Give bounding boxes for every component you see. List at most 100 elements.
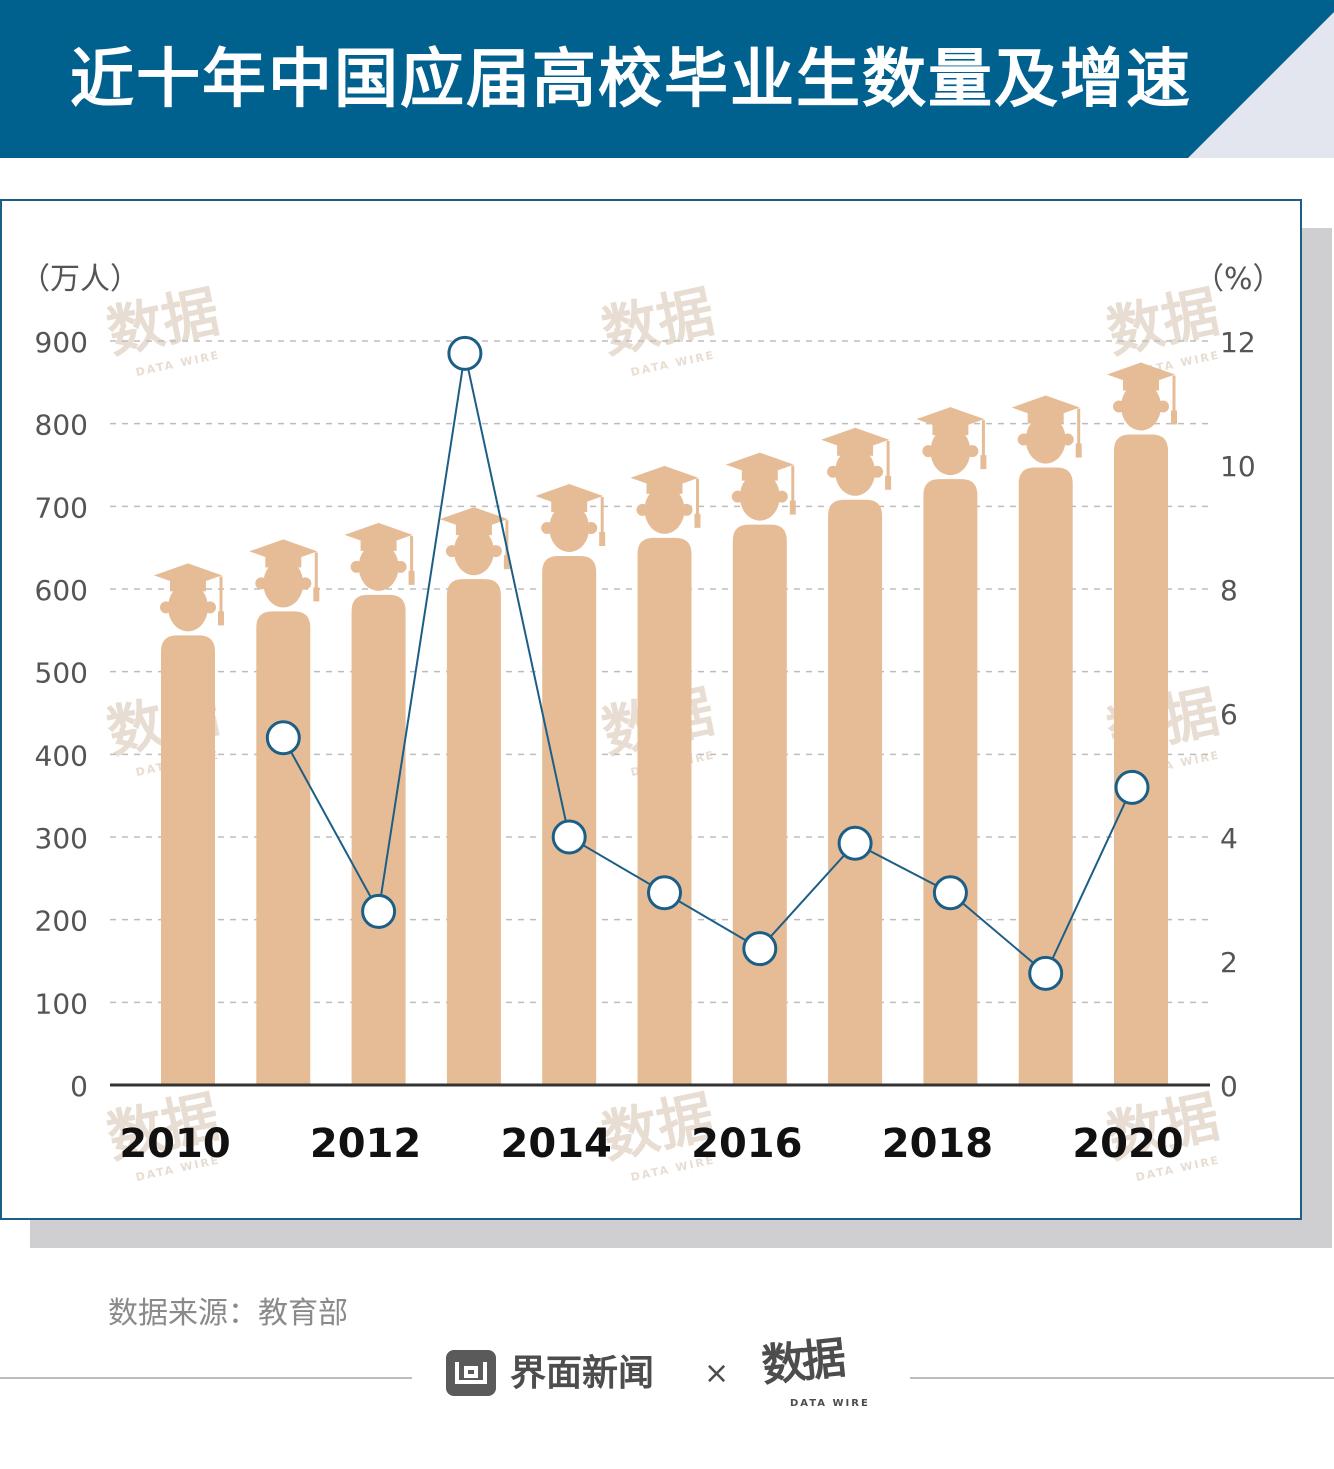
bar-tassel-end bbox=[1171, 410, 1177, 425]
bar-cap bbox=[249, 539, 318, 564]
left-tick-label: 800 bbox=[35, 409, 88, 442]
bar bbox=[630, 465, 701, 1085]
bar-tassel-end bbox=[1075, 443, 1082, 458]
title-bar: 近十年中国应届高校毕业生数量及增速 bbox=[0, 0, 1334, 158]
bar-cap-band bbox=[265, 555, 302, 568]
bar-ear bbox=[585, 522, 598, 535]
growth-point bbox=[932, 875, 968, 911]
left-axis-unit: （万人） bbox=[20, 262, 140, 297]
bar bbox=[1107, 362, 1177, 1085]
bar-ear bbox=[160, 601, 172, 614]
bar-head bbox=[1121, 382, 1161, 431]
title-banner-shape bbox=[0, 0, 1334, 158]
bar-head bbox=[739, 472, 780, 521]
bar-tassel-end bbox=[694, 513, 701, 528]
left-tick-label: 400 bbox=[35, 739, 88, 772]
partner-logo-sub: DATA WIRE bbox=[790, 1398, 870, 1409]
growth-point bbox=[647, 875, 682, 911]
footer-divider-right bbox=[910, 1377, 1334, 1379]
bar-head bbox=[549, 504, 590, 553]
bar-cap-band bbox=[1027, 411, 1064, 424]
bar-body bbox=[923, 479, 978, 1086]
growth-point bbox=[1114, 769, 1150, 805]
bar-tassel-end bbox=[503, 555, 510, 570]
bar-ear bbox=[394, 560, 407, 573]
bar bbox=[1011, 395, 1082, 1085]
bar-ear bbox=[1017, 433, 1030, 446]
bar-head bbox=[453, 527, 494, 576]
bar-cap-band bbox=[360, 538, 397, 551]
left-tick-label: 0 bbox=[70, 1070, 88, 1103]
right-tick-label: 8 bbox=[1220, 574, 1238, 607]
bar-ear bbox=[255, 577, 268, 590]
right-tick-label: 12 bbox=[1220, 326, 1256, 359]
right-axis: 0 2 4 6 8 10 12 （%） bbox=[1194, 262, 1283, 1103]
bar-tassel-end bbox=[885, 475, 892, 490]
bar-cap bbox=[344, 522, 413, 547]
bar-head bbox=[835, 447, 876, 496]
bar bbox=[821, 427, 892, 1085]
left-tick-label: 700 bbox=[35, 491, 88, 524]
x-tick-label: 2016 bbox=[691, 1121, 802, 1167]
bar-body bbox=[161, 635, 215, 1085]
x-axis: 2010 2012 2014 2016 2018 2020 bbox=[119, 1121, 1183, 1167]
bar-cap bbox=[1107, 362, 1175, 387]
bar-tassel-end bbox=[789, 500, 796, 515]
bar-tassel-end bbox=[313, 587, 320, 602]
bar-ear bbox=[775, 490, 788, 503]
partner-logo-mark: 数据 bbox=[759, 1332, 845, 1393]
right-tick-label: 4 bbox=[1220, 822, 1238, 855]
x-tick-label: 2020 bbox=[1072, 1121, 1183, 1167]
footer-times: × bbox=[704, 1356, 730, 1391]
x-tick-label: 2012 bbox=[310, 1121, 421, 1167]
bar-tassel-end bbox=[408, 570, 415, 585]
bar bbox=[725, 452, 796, 1085]
growth-point bbox=[551, 819, 587, 855]
right-tick-label: 10 bbox=[1220, 450, 1256, 483]
bar-body bbox=[1018, 467, 1073, 1085]
partner-logo: 数据 DATA WIRE bbox=[760, 1333, 884, 1416]
bar-ear bbox=[445, 545, 458, 558]
bar-cap-band bbox=[932, 423, 969, 436]
growth-point bbox=[447, 335, 483, 371]
bar-cap-band bbox=[170, 579, 206, 592]
bar-ear bbox=[922, 445, 935, 458]
growth-point bbox=[742, 931, 778, 967]
bar bbox=[439, 507, 510, 1085]
page-title: 近十年中国应届高校毕业生数量及增速 bbox=[70, 43, 1192, 117]
bar-ear bbox=[1157, 400, 1169, 413]
brand-logo-icon bbox=[446, 1350, 496, 1396]
bar-head bbox=[930, 427, 971, 476]
bar-tassel-end bbox=[980, 455, 987, 470]
bar-ear bbox=[204, 601, 216, 614]
bars bbox=[154, 362, 1177, 1086]
left-tick-label: 500 bbox=[35, 657, 88, 690]
bar bbox=[344, 522, 415, 1085]
bar-ear bbox=[1061, 433, 1074, 446]
growth-point bbox=[361, 893, 397, 929]
bar-tassel-end bbox=[218, 611, 224, 626]
right-axis-unit: （%） bbox=[1194, 262, 1283, 297]
bar-cap-band bbox=[551, 500, 588, 513]
bar-body bbox=[351, 594, 406, 1085]
bar-cap bbox=[439, 507, 508, 532]
bar-head bbox=[1025, 415, 1066, 464]
bar-cap-band bbox=[646, 481, 683, 494]
bar-body bbox=[446, 579, 501, 1085]
growth-point bbox=[837, 825, 873, 861]
bar-cap-band bbox=[1123, 378, 1159, 391]
left-tick-label: 100 bbox=[35, 987, 88, 1020]
bar-body bbox=[256, 611, 311, 1085]
bar-body bbox=[828, 499, 883, 1085]
growth-points bbox=[265, 335, 1150, 991]
growth-point bbox=[1028, 955, 1064, 991]
left-tick-label: 300 bbox=[35, 822, 88, 855]
bar-tassel-end bbox=[599, 532, 606, 547]
bar-head bbox=[168, 583, 208, 632]
bar-cap-band bbox=[455, 523, 492, 536]
bar-ear bbox=[827, 465, 840, 478]
bar-ear bbox=[680, 503, 693, 516]
bar-ear bbox=[541, 522, 554, 535]
growth-point bbox=[265, 720, 301, 756]
